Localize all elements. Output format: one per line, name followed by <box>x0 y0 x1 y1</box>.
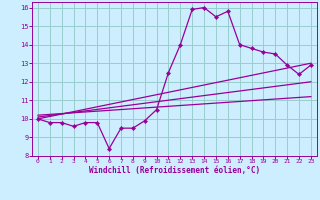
X-axis label: Windchill (Refroidissement éolien,°C): Windchill (Refroidissement éolien,°C) <box>89 166 260 175</box>
